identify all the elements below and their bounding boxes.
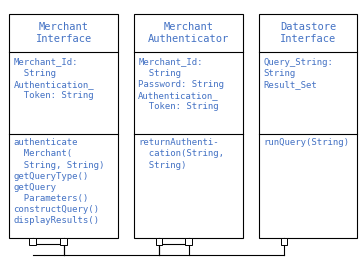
- Text: Datastore
Interface: Datastore Interface: [280, 22, 336, 44]
- Text: Merchant_Id:
  String
Authentication_
  Token: String: Merchant_Id: String Authentication_ Toke…: [13, 58, 94, 100]
- Bar: [259, 14, 357, 238]
- Bar: [281, 238, 287, 245]
- Text: returnAuthenti-
  cation(String,
  String): returnAuthenti- cation(String, String): [138, 138, 224, 170]
- Text: Merchant
Interface: Merchant Interface: [36, 22, 92, 44]
- Text: runQuery(String): runQuery(String): [264, 138, 349, 147]
- Bar: [185, 238, 192, 245]
- Bar: [29, 238, 36, 245]
- Bar: [156, 238, 162, 245]
- Text: authenticate
  Merchant(
  String, String)
getQueryType()
getQuery
  Parameters(: authenticate Merchant( String, String) g…: [13, 138, 105, 225]
- Text: Query_String:
String
Result_Set: Query_String: String Result_Set: [264, 58, 333, 89]
- Text: Merchant
Authenticator: Merchant Authenticator: [148, 22, 229, 44]
- Bar: [9, 14, 118, 238]
- Bar: [60, 238, 67, 245]
- Bar: [134, 14, 243, 238]
- Text: Merchant_Id:
  String
Password: String
Authentication_
  Token: String: Merchant_Id: String Password: String Aut…: [138, 58, 224, 111]
